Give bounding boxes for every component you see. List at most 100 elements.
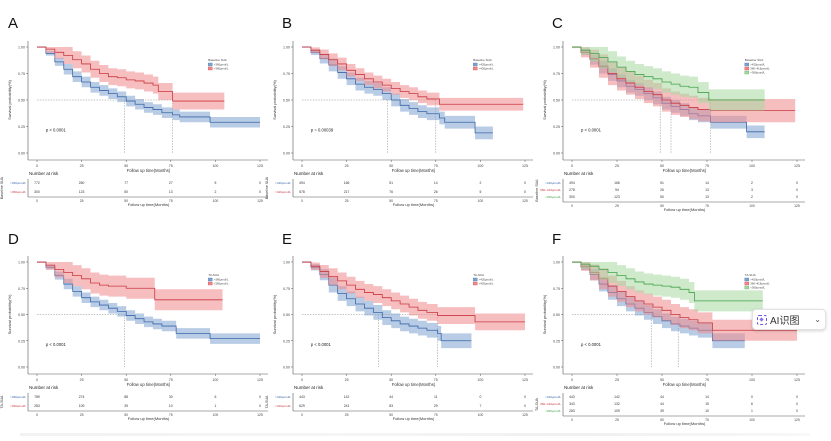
figure-caption-strip <box>20 433 810 436</box>
risk-table-cell: 0 <box>259 190 261 194</box>
y-tick-label: 1.00 <box>18 46 25 50</box>
risk-table-cell: 0 <box>524 404 526 408</box>
y-tick-label: 0.00 <box>553 366 560 370</box>
risk-table-cell: 88 <box>124 395 128 399</box>
risk-table-cell: 15 <box>705 402 709 406</box>
risk-table-cell: 629 <box>299 404 305 408</box>
risk-table-cell: 13 <box>705 188 709 192</box>
confidence-band <box>302 262 525 331</box>
risk-table-cell: 94 <box>615 188 619 192</box>
risk-table-cell: 123 <box>79 190 85 194</box>
risk-table-x-tick-label: 50 <box>389 199 393 203</box>
risk-table-title: Number at risk <box>29 171 59 176</box>
confidence-band <box>37 47 260 128</box>
legend-label: >420μmol/L <box>479 67 494 71</box>
risk-table-cell: 6 <box>214 395 216 399</box>
x-tick-label: 25 <box>615 378 619 382</box>
risk-table-cell: 2 <box>751 181 753 185</box>
risk-table-x-axis-label: Follow up time(Months) <box>664 207 706 212</box>
survival-curve <box>572 46 765 101</box>
series-2 <box>37 46 225 110</box>
series-3 <box>572 46 765 111</box>
risk-table-cell: 0 <box>524 395 526 399</box>
x-tick-label: 75 <box>169 164 173 168</box>
risk-table-x-tick-label: 25 <box>345 413 349 417</box>
confidence-band <box>302 47 524 111</box>
risk-table-cell: 260 <box>79 181 85 185</box>
ai-recognize-label: AI识图 <box>770 316 800 327</box>
risk-table-cell: 241 <box>344 404 350 408</box>
risk-table-row-label: >420μmol/L <box>545 181 561 185</box>
y-tick-label: 0.75 <box>283 72 290 76</box>
y-tick-label: 0.75 <box>553 287 560 291</box>
ai-scan-icon <box>757 314 767 325</box>
risk-table-cell: 166 <box>344 181 350 185</box>
ai-recognize-button[interactable]: AI识图 ⌄ <box>752 309 826 330</box>
risk-table-cell: 5 <box>214 181 216 185</box>
y-tick-label: 0.00 <box>283 152 290 156</box>
risk-table-cell: 494 <box>299 181 305 185</box>
y-tick-label: 0.50 <box>18 99 25 103</box>
risk-table-cell: 5 <box>479 190 481 194</box>
risk-table-strata-label: TA-SUA <box>265 395 269 409</box>
chevron-down-icon[interactable]: ⌄ <box>814 315 821 324</box>
survival-curve <box>302 261 525 323</box>
risk-table-x-tick-label: 100 <box>478 199 484 203</box>
km-panel-f: F 0.00 0.25 0.50 0.75 1.00 Survival probabilit… <box>535 231 805 426</box>
y-tick-label: 0.25 <box>18 339 25 343</box>
risk-table-cell: 6 <box>751 402 753 406</box>
risk-table-x-tick-label: 125 <box>257 199 263 203</box>
risk-table-cell: 0 <box>796 402 798 406</box>
survival-curve <box>302 46 524 105</box>
risk-table-cell: 1 <box>751 409 753 413</box>
risk-table-x-tick-label: 75 <box>705 204 709 208</box>
confidence-band <box>302 262 472 349</box>
risk-table-cell: 443 <box>299 395 305 399</box>
risk-table-x-tick-label: 50 <box>660 418 664 422</box>
risk-table-x-tick-label: 100 <box>213 413 219 417</box>
risk-table-x-tick-label: 0 <box>36 413 38 417</box>
panel-label: B <box>282 15 292 32</box>
legend-label: >360μmol/L <box>214 278 229 282</box>
legend-swatch <box>473 66 478 71</box>
risk-table-cell: 83 <box>389 404 393 408</box>
risk-table-cell: 283 <box>34 404 40 408</box>
panel-label: A <box>8 15 18 32</box>
risk-table-cell: 3 <box>751 188 753 192</box>
y-tick-label: 0.75 <box>18 287 25 291</box>
y-tick-label: 0.25 <box>553 339 560 343</box>
risk-table-cell: 132 <box>614 402 620 406</box>
x-axis-label: Follow up time(Months) <box>127 382 171 387</box>
series-2 <box>302 261 525 331</box>
legend-label: >420μmol/L <box>479 278 494 282</box>
risk-table-row-label: >420μmol/L <box>275 190 291 194</box>
x-tick-label: 0 <box>36 378 38 382</box>
risk-table-cell: 39 <box>124 404 128 408</box>
risk-table-x-tick-label: 125 <box>794 418 800 422</box>
risk-table-cell: 109 <box>79 404 85 408</box>
y-tick-label: 1.00 <box>18 261 25 265</box>
risk-table-cell: 77 <box>124 181 128 185</box>
risk-table-cell: 26 <box>660 188 664 192</box>
risk-table-row-label: <420μmol/L <box>275 181 291 185</box>
x-tick-label: 100 <box>212 378 218 382</box>
km-panel-a: A 0.00 0.25 0.50 0.75 1.00 Survival probabilit… <box>0 15 268 207</box>
confidence-band <box>572 262 763 312</box>
risk-table-cell: 26 <box>434 190 438 194</box>
risk-table-cell: 2 <box>751 195 753 199</box>
p-value-label: p < 0.0001 <box>311 342 332 347</box>
legend-title: TA-SUA <box>208 273 219 277</box>
risk-table-cell: 0 <box>479 395 481 399</box>
p-value-label: p < 0.0001 <box>46 342 67 347</box>
risk-table-cell: 0 <box>796 395 798 399</box>
risk-table-x-tick-label: 125 <box>794 204 800 208</box>
risk-table-cell: 300 <box>34 190 40 194</box>
risk-table-title: Number at risk <box>294 385 324 390</box>
legend-swatch <box>208 281 213 286</box>
legend-label: 360~419μmol/L <box>750 67 770 71</box>
risk-table-cell: 51 <box>660 181 664 185</box>
risk-table-cell: 29 <box>434 404 438 408</box>
x-tick-label: 25 <box>80 378 84 382</box>
km-panel-d: D 0.00 0.25 0.50 0.75 1.00 Survival probabilit… <box>0 231 268 421</box>
risk-table-cell: 0 <box>751 395 753 399</box>
